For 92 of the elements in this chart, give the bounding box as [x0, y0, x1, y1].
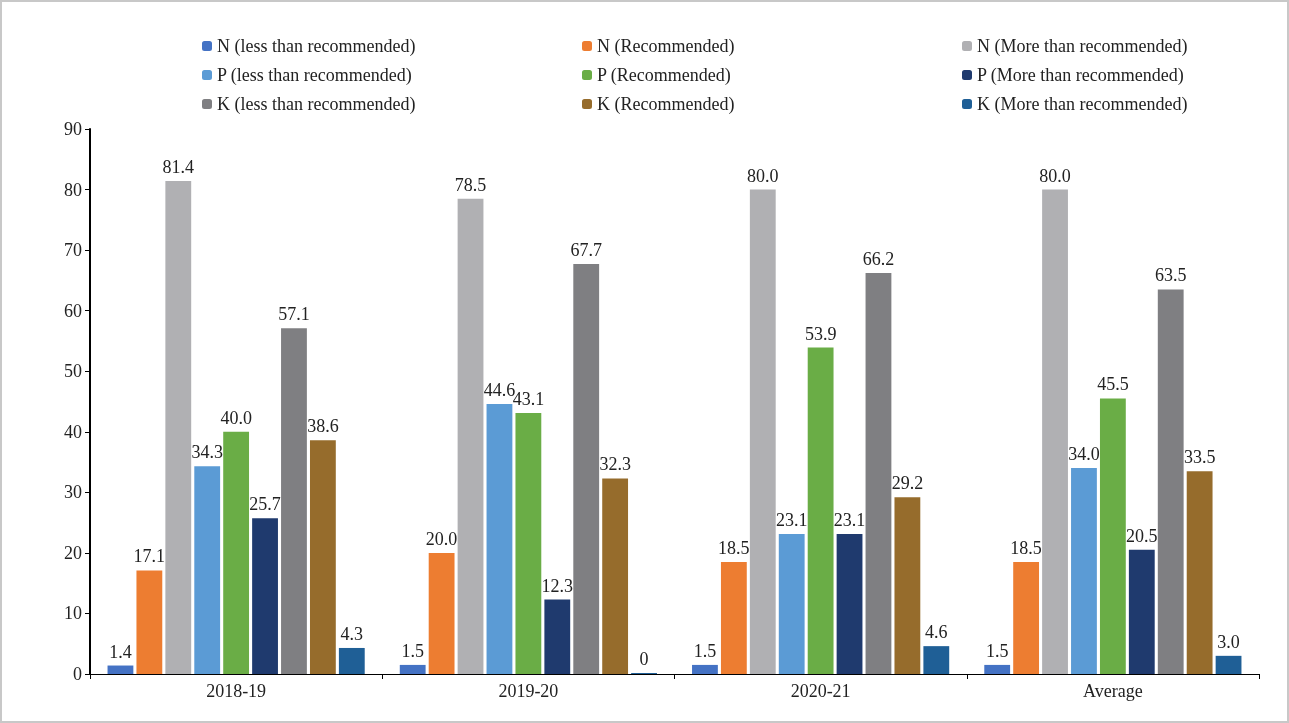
- legend-label: K (Recommended): [597, 94, 735, 115]
- data-label: 34.0: [1068, 444, 1100, 465]
- data-label: 67.7: [570, 240, 602, 261]
- bar: [1013, 561, 1040, 674]
- bar: [1099, 398, 1126, 674]
- y-tick-label: 80: [64, 179, 82, 200]
- legend-label: P (less than recommended): [217, 65, 412, 86]
- data-label: 45.5: [1097, 374, 1129, 395]
- y-tick-label: 0: [73, 664, 82, 684]
- data-label: 20.5: [1126, 525, 1158, 546]
- legend-label: K (More than recommended): [977, 94, 1188, 115]
- bar: [194, 466, 221, 674]
- data-label: 40.0: [220, 407, 252, 428]
- x-tick-label: 2019-20: [498, 681, 559, 701]
- bar: [984, 664, 1011, 674]
- bar: [720, 561, 747, 674]
- data-label: 53.9: [804, 323, 837, 344]
- data-label: 23.1: [775, 510, 808, 531]
- bar: [223, 431, 250, 674]
- bar: [1128, 549, 1155, 674]
- data-label: 57.1: [278, 304, 310, 325]
- bar: [1071, 468, 1097, 674]
- bar: [602, 478, 629, 674]
- data-label: 4.3: [340, 623, 364, 644]
- data-label: 4.6: [925, 622, 948, 643]
- legend-label: N (less than recommended): [217, 36, 416, 57]
- bar: [309, 440, 336, 674]
- legend-label: N (More than recommended): [977, 36, 1188, 57]
- data-label: 29.2: [891, 473, 924, 494]
- data-label: 3.0: [1217, 631, 1240, 652]
- bar: [338, 647, 365, 674]
- data-label: 23.1: [833, 510, 866, 531]
- bar: [1215, 655, 1242, 674]
- data-label: 1.5: [693, 640, 717, 661]
- data-label: 33.5: [1183, 447, 1216, 468]
- data-label: 20.0: [425, 528, 458, 549]
- y-tick-label: 70: [64, 240, 82, 261]
- data-label: 34.3: [191, 442, 223, 463]
- bar: [865, 273, 892, 674]
- legend-label: P (Recommended): [597, 65, 731, 86]
- data-label: 80.0: [747, 165, 779, 186]
- y-tick-label: 50: [64, 361, 82, 382]
- x-tick-label: 2020-21: [790, 681, 851, 701]
- data-label: 63.5: [1154, 265, 1187, 286]
- legend-label: K (less than recommended): [217, 94, 416, 115]
- bar: [923, 646, 950, 674]
- bar: [486, 403, 513, 674]
- data-label: 1.5: [985, 640, 1009, 661]
- bar: [281, 328, 307, 674]
- bar: [1042, 189, 1068, 674]
- bar: [573, 264, 600, 674]
- bar: [136, 570, 163, 674]
- bar: [252, 518, 278, 674]
- bar: [515, 413, 542, 674]
- data-label: 12.3: [541, 575, 574, 596]
- data-label: 80.0: [1039, 165, 1071, 186]
- data-label: 66.2: [862, 249, 895, 270]
- bar: [428, 552, 455, 674]
- data-label: 25.7: [249, 494, 281, 515]
- y-tick-label: 60: [64, 300, 82, 321]
- x-tick-label: 2018-19: [206, 681, 267, 701]
- data-label: 32.3: [599, 454, 631, 475]
- bar: [165, 181, 192, 674]
- data-label: 38.6: [307, 416, 339, 437]
- legend-label: P (More than recommended): [977, 65, 1184, 86]
- y-tick-label: 20: [64, 542, 82, 563]
- bar: [894, 497, 921, 674]
- bar: [107, 665, 134, 674]
- y-tick-label: 40: [64, 421, 82, 442]
- bar: [749, 189, 776, 674]
- y-tick-label: 90: [64, 119, 82, 139]
- data-label: 0: [639, 649, 649, 669]
- bar: [836, 534, 863, 674]
- bar: [457, 198, 484, 674]
- data-label: 18.5: [718, 537, 750, 558]
- data-label: 17.1: [133, 546, 166, 567]
- bar: [807, 347, 834, 674]
- bar: [692, 664, 718, 674]
- y-tick-label: 30: [64, 482, 82, 503]
- x-tick-label: Average: [1083, 681, 1143, 701]
- bar: [399, 664, 426, 674]
- legend-label: N (Recommended): [597, 36, 735, 57]
- data-label: 78.5: [454, 174, 487, 195]
- data-label: 1.4: [109, 641, 132, 662]
- bar: [544, 599, 571, 674]
- data-label: 1.5: [401, 640, 424, 661]
- y-tick-label: 10: [64, 603, 82, 624]
- data-label: 81.4: [162, 157, 195, 178]
- bar: [1186, 471, 1213, 674]
- data-label: 18.5: [1010, 537, 1042, 558]
- bar: [778, 534, 805, 674]
- bar: [1157, 289, 1184, 674]
